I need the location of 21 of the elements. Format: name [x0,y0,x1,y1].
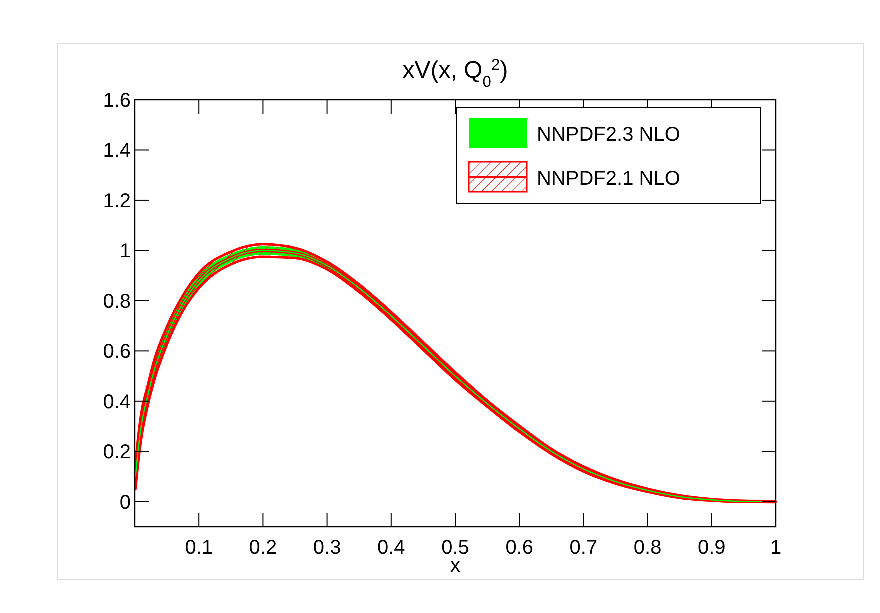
x-tick-label: 1 [770,537,782,559]
y-tick-label: 1.4 [103,140,131,162]
y-tick-label: 0 [120,492,131,514]
legend-label: NNPDF2.3 NLO [537,124,680,146]
y-tick-label: 0.2 [103,442,131,464]
x-tick-label: 0.9 [698,537,726,559]
x-tick-label: 0.7 [570,537,598,559]
y-tick-label: 1 [120,240,131,263]
x-tick-label: 0.1 [185,537,214,559]
y-tick-label: 1.6 [103,90,131,112]
y-tick-label: 0.6 [103,341,131,364]
x-tick-label: 0.4 [377,537,406,559]
x-tick-label: 0.8 [634,537,662,559]
legend-label: NNPDF2.1 NLO [537,168,680,190]
y-tick-label: 0.4 [103,391,131,414]
x-tick-label: 0.3 [313,537,342,559]
y-tick-label: 1.2 [103,190,131,212]
chart-title: xV(x, Q$_{0}$$^{2}$) [402,56,508,90]
y-tick-label: 0.8 [103,290,131,313]
x-tick-label: 0.2 [249,537,278,559]
x-tick-label: 0.6 [506,537,534,559]
